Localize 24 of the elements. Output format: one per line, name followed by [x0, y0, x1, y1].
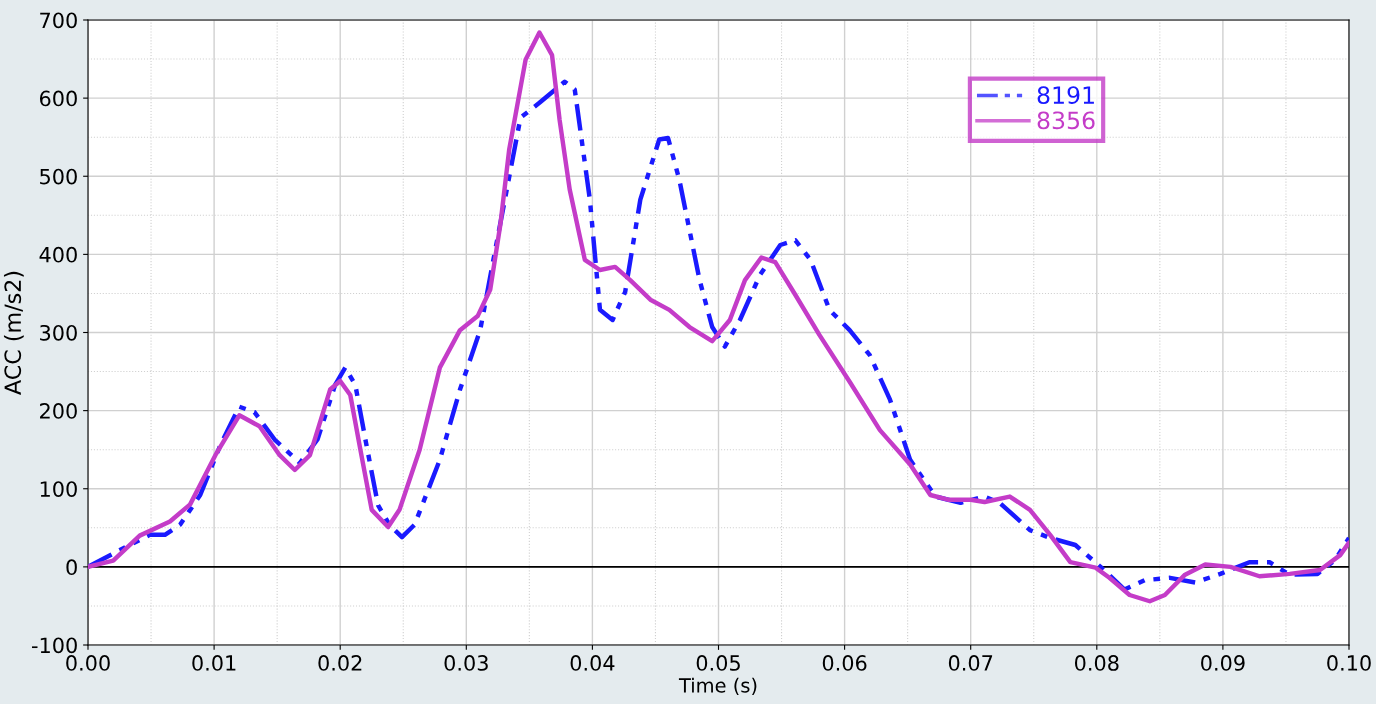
- x-tick-label: 0.06: [822, 655, 867, 671]
- x-tick-label: 0.00: [66, 655, 110, 671]
- x-tick-label: 0.08: [1074, 655, 1119, 671]
- y-tick-label: 400: [39, 246, 77, 263]
- x-axis-title: Time (s): [678, 677, 757, 695]
- y-tick-label: 100: [40, 481, 77, 497]
- x-tick-label: 0.10: [1327, 655, 1371, 671]
- y-tick-label: 200: [40, 403, 77, 419]
- y-axis-title: ACC (m/s2): [3, 271, 24, 395]
- x-tick-label: 0.09: [1201, 655, 1245, 671]
- y-tick-label: 700: [40, 12, 77, 29]
- y-tick-label: 0: [66, 559, 77, 576]
- legend-label: 8356: [1037, 111, 1095, 130]
- x-tick-label: 0.07: [948, 655, 993, 671]
- y-tick-label: 300: [40, 324, 77, 341]
- x-tick-label: 0.01: [192, 655, 236, 671]
- x-tick-label: 0.05: [696, 655, 740, 671]
- x-tick-label: 0.03: [444, 655, 488, 671]
- x-tick-label: 0.04: [570, 655, 615, 671]
- y-tick-label: -100: [32, 637, 77, 654]
- legend-label: 8191: [1037, 86, 1094, 105]
- x-tick-label: 0.02: [318, 655, 362, 671]
- y-tick-label: 600: [39, 90, 77, 107]
- y-tick-label: 500: [40, 168, 77, 185]
